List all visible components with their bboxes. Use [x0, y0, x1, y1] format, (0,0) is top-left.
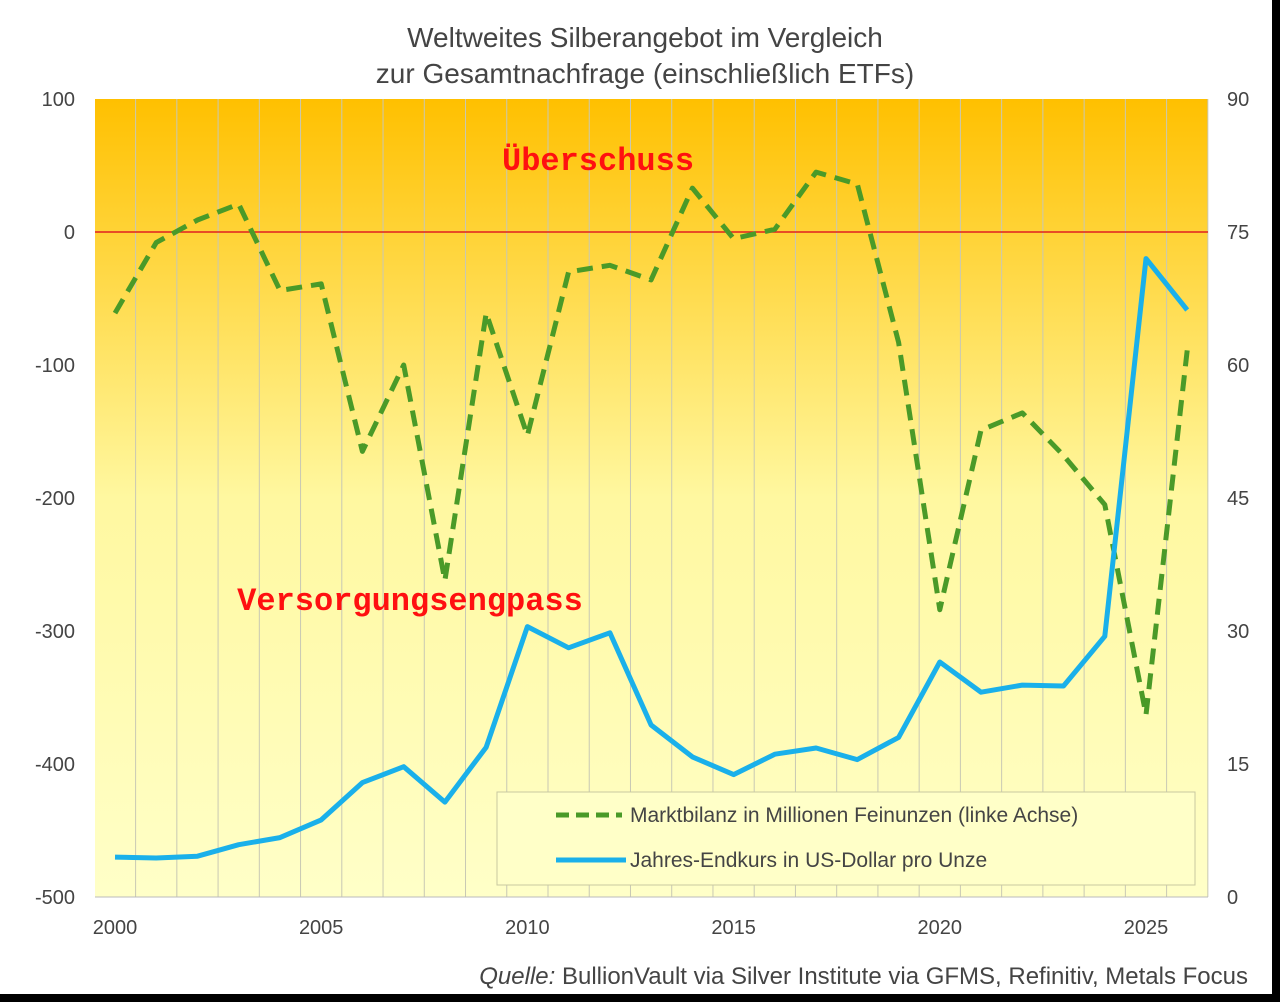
annotation-deficit: Versorgungsengpass: [237, 583, 583, 620]
x-tick-label: 2010: [505, 917, 550, 939]
y-left-tick-label: -300: [35, 621, 75, 643]
y-right-tick-label: 75: [1227, 222, 1249, 244]
y-right-tick-label: 60: [1227, 355, 1249, 377]
plot-area: [95, 99, 1208, 897]
series-line-price: [114, 256, 1190, 861]
y-right-tick-label: 0: [1227, 887, 1238, 909]
y-left-tick-label: -500: [35, 887, 75, 909]
source-note: Quelle: BullionVault via Silver Institut…: [479, 963, 1248, 990]
y-left-tick-label: -400: [35, 754, 75, 776]
series-line-market-balance: [112, 169, 1190, 718]
y-right-tick-label: 15: [1227, 754, 1249, 776]
source-text: BullionVault via Silver Institute via GF…: [555, 963, 1248, 990]
chart-title-line2: zur Gesamtnachfrage (einschließlich ETFs…: [376, 58, 914, 89]
x-tick-label: 2005: [299, 917, 344, 939]
y-left-tick-label: -100: [35, 355, 75, 377]
x-tick-label: 2025: [1124, 917, 1169, 939]
legend-label-price: Jahres-Endkurs in US-Dollar pro Unze: [630, 849, 987, 872]
legend-label-balance: Marktbilanz in Millionen Feinunzen (link…: [630, 804, 1078, 827]
legend: Marktbilanz in Millionen Feinunzen (link…: [496, 791, 1196, 886]
y-right-tick-label: 90: [1227, 89, 1249, 111]
y-left-tick-label: 0: [64, 222, 75, 244]
y-right-tick-label: 45: [1227, 488, 1249, 510]
x-tick-label: 2015: [711, 917, 756, 939]
annotation-surplus: Überschuss: [502, 143, 694, 180]
x-tick-label: 2020: [918, 917, 963, 939]
chart-title-line1: Weltweites Silberangebot im Vergleich: [407, 22, 883, 53]
source-label: Quelle:: [479, 963, 555, 990]
y-left-tick-label: -200: [35, 488, 75, 510]
x-tick-label: 2000: [93, 917, 138, 939]
legend-box: [496, 791, 1196, 886]
y-right-tick-label: 30: [1227, 621, 1249, 643]
y-left-tick-label: 100: [42, 89, 75, 111]
